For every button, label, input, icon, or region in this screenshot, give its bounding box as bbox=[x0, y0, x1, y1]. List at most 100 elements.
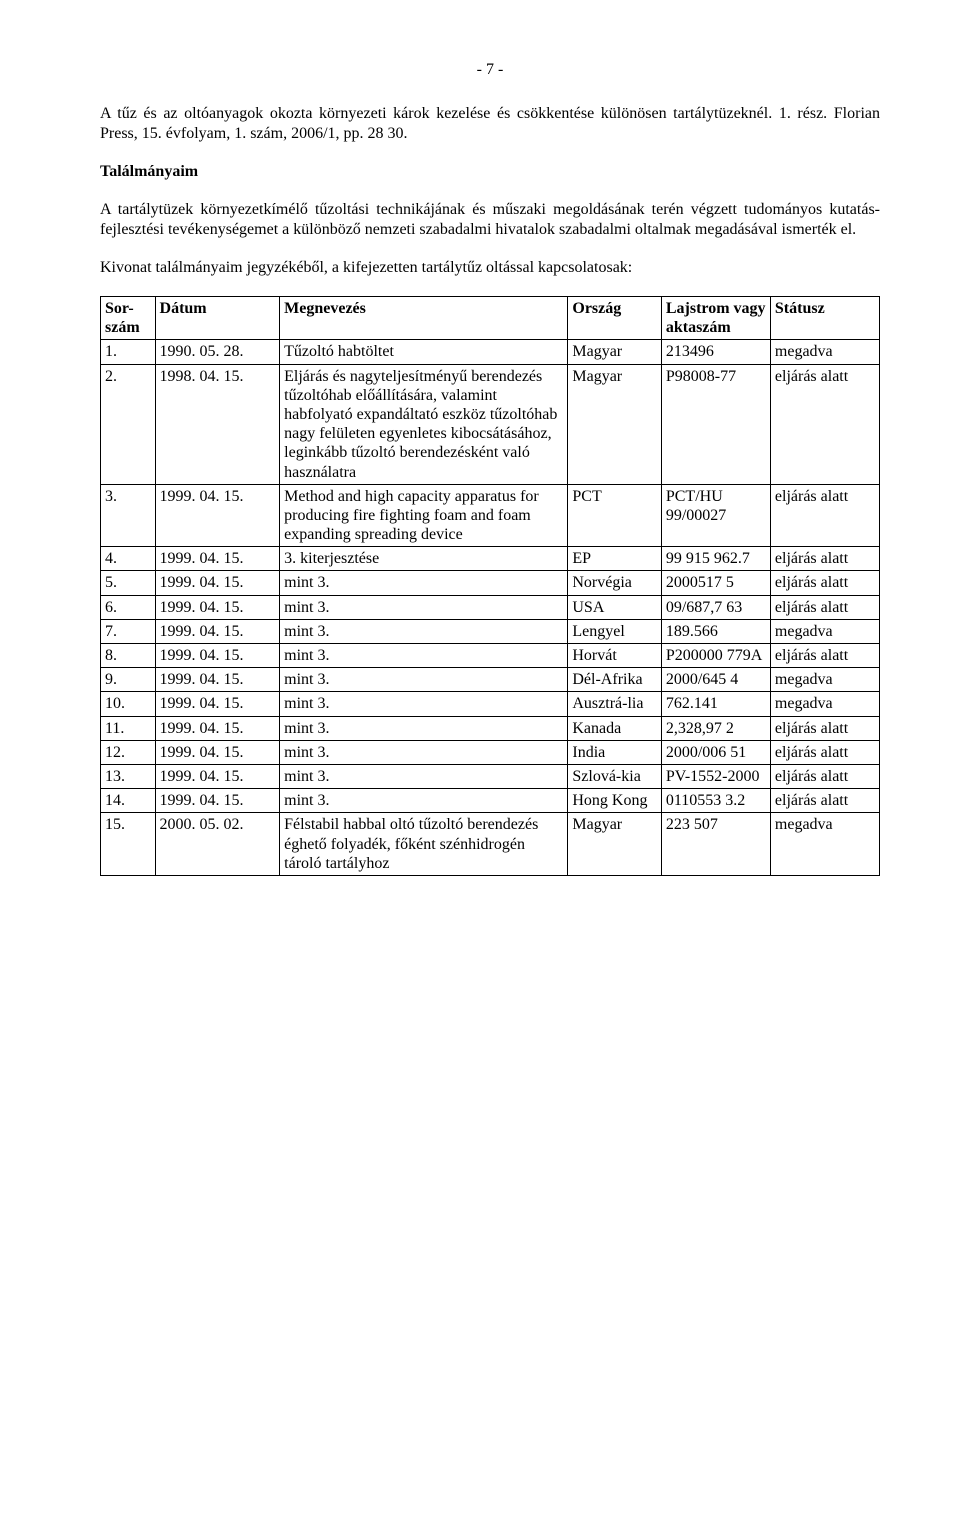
table-cell: 5. bbox=[101, 571, 156, 595]
table-cell: 1999. 04. 15. bbox=[155, 619, 280, 643]
table-cell: 09/687,7 63 bbox=[661, 595, 770, 619]
table-cell: 2,328,97 2 bbox=[661, 716, 770, 740]
section-heading: Találmányaim bbox=[100, 162, 880, 182]
paragraph-tableintro: Kivonat találmányaim jegyzékéből, a kife… bbox=[100, 258, 880, 278]
table-cell: Tűzoltó habtöltet bbox=[280, 340, 568, 364]
paragraph-citation: A tűz és az oltóanyagok okozta környezet… bbox=[100, 104, 880, 144]
table-cell: Félstabil habbal oltó tűzoltó berendezés… bbox=[280, 813, 568, 876]
table-row: 10.1999. 04. 15.mint 3.Ausztrá-lia762.14… bbox=[101, 692, 880, 716]
table-cell: megadva bbox=[770, 668, 879, 692]
table-row: 6.1999. 04. 15.mint 3.USA09/687,7 63eljá… bbox=[101, 595, 880, 619]
table-cell: 189.566 bbox=[661, 619, 770, 643]
table-cell: 99 915 962.7 bbox=[661, 547, 770, 571]
table-cell: Ausztrá-lia bbox=[568, 692, 661, 716]
table-row: 14.1999. 04. 15.mint 3.Hong Kong0110553 … bbox=[101, 789, 880, 813]
table-cell: Magyar bbox=[568, 813, 661, 876]
table-row: 13.1999. 04. 15.mint 3.Szlová-kiaPV-1552… bbox=[101, 764, 880, 788]
table-cell: India bbox=[568, 740, 661, 764]
table-row: 12.1999. 04. 15.mint 3.India2000/006 51e… bbox=[101, 740, 880, 764]
table-row: 11.1999. 04. 15.mint 3.Kanada2,328,97 2e… bbox=[101, 716, 880, 740]
table-row: 8.1999. 04. 15.mint 3.HorvátP200000 779A… bbox=[101, 644, 880, 668]
table-cell: Magyar bbox=[568, 364, 661, 484]
table-cell: 223 507 bbox=[661, 813, 770, 876]
table-cell: P98008-77 bbox=[661, 364, 770, 484]
table-cell: Hong Kong bbox=[568, 789, 661, 813]
table-cell: 1. bbox=[101, 340, 156, 364]
table-row: 7.1999. 04. 15.mint 3.Lengyel189.566mega… bbox=[101, 619, 880, 643]
table-cell: 1999. 04. 15. bbox=[155, 716, 280, 740]
table-cell: Dél-Afrika bbox=[568, 668, 661, 692]
table-cell: Kanada bbox=[568, 716, 661, 740]
table-cell: 213496 bbox=[661, 340, 770, 364]
table-cell: megadva bbox=[770, 619, 879, 643]
table-cell: 10. bbox=[101, 692, 156, 716]
table-cell: eljárás alatt bbox=[770, 716, 879, 740]
table-cell: mint 3. bbox=[280, 740, 568, 764]
table-cell: 11. bbox=[101, 716, 156, 740]
table-row: 2.1998. 04. 15.Eljárás és nagyteljesítmé… bbox=[101, 364, 880, 484]
table-cell: eljárás alatt bbox=[770, 740, 879, 764]
table-cell: PCT/HU 99/00027 bbox=[661, 484, 770, 547]
table-cell: 1999. 04. 15. bbox=[155, 668, 280, 692]
table-cell: 1999. 04. 15. bbox=[155, 740, 280, 764]
table-cell: 1999. 04. 15. bbox=[155, 789, 280, 813]
table-cell: Magyar bbox=[568, 340, 661, 364]
table-cell: mint 3. bbox=[280, 692, 568, 716]
table-cell: 2000/006 51 bbox=[661, 740, 770, 764]
table-cell: eljárás alatt bbox=[770, 789, 879, 813]
table-cell: megadva bbox=[770, 813, 879, 876]
table-cell: 1999. 04. 15. bbox=[155, 764, 280, 788]
table-row: 5.1999. 04. 15.mint 3.Norvégia2000517 5e… bbox=[101, 571, 880, 595]
table-cell: 6. bbox=[101, 595, 156, 619]
table-cell: eljárás alatt bbox=[770, 764, 879, 788]
table-cell: mint 3. bbox=[280, 668, 568, 692]
table-cell: mint 3. bbox=[280, 764, 568, 788]
table-cell: 1990. 05. 28. bbox=[155, 340, 280, 364]
table-cell: Eljárás és nagyteljesítményű berendezés … bbox=[280, 364, 568, 484]
page-number: - 7 - bbox=[100, 60, 880, 80]
table-cell: 12. bbox=[101, 740, 156, 764]
table-cell: eljárás alatt bbox=[770, 595, 879, 619]
table-cell: 1999. 04. 15. bbox=[155, 571, 280, 595]
table-cell: 1998. 04. 15. bbox=[155, 364, 280, 484]
table-cell: 7. bbox=[101, 619, 156, 643]
col-lajstrom: Lajstrom vagy aktaszám bbox=[661, 297, 770, 340]
table-cell: 1999. 04. 15. bbox=[155, 595, 280, 619]
col-sorszam: Sor-szám bbox=[101, 297, 156, 340]
col-megnevezes: Megnevezés bbox=[280, 297, 568, 340]
paragraph-intro: A tartálytüzek környezetkímélő tűzoltási… bbox=[100, 200, 880, 240]
table-cell: USA bbox=[568, 595, 661, 619]
table-cell: EP bbox=[568, 547, 661, 571]
table-row: 1.1990. 05. 28.Tűzoltó habtöltetMagyar21… bbox=[101, 340, 880, 364]
table-cell: mint 3. bbox=[280, 571, 568, 595]
col-datum: Dátum bbox=[155, 297, 280, 340]
col-orszag: Ország bbox=[568, 297, 661, 340]
table-cell: eljárás alatt bbox=[770, 644, 879, 668]
table-cell: 14. bbox=[101, 789, 156, 813]
table-cell: mint 3. bbox=[280, 789, 568, 813]
table-header-row: Sor-szám Dátum Megnevezés Ország Lajstro… bbox=[101, 297, 880, 340]
table-cell: eljárás alatt bbox=[770, 364, 879, 484]
col-statusz: Státusz bbox=[770, 297, 879, 340]
table-cell: 9. bbox=[101, 668, 156, 692]
table-cell: Horvát bbox=[568, 644, 661, 668]
table-cell: Lengyel bbox=[568, 619, 661, 643]
table-row: 3.1999. 04. 15.Method and high capacity … bbox=[101, 484, 880, 547]
table-cell: P200000 779A bbox=[661, 644, 770, 668]
table-cell: PCT bbox=[568, 484, 661, 547]
table-cell: 8. bbox=[101, 644, 156, 668]
table-cell: Szlová-kia bbox=[568, 764, 661, 788]
table-cell: 2000517 5 bbox=[661, 571, 770, 595]
table-cell: 1999. 04. 15. bbox=[155, 644, 280, 668]
table-cell: 1999. 04. 15. bbox=[155, 692, 280, 716]
table-cell: Norvégia bbox=[568, 571, 661, 595]
table-cell: 3. kiterjesztése bbox=[280, 547, 568, 571]
table-row: 4.1999. 04. 15.3. kiterjesztéseEP99 915 … bbox=[101, 547, 880, 571]
table-cell: eljárás alatt bbox=[770, 571, 879, 595]
table-cell: 2000/645 4 bbox=[661, 668, 770, 692]
table-cell: eljárás alatt bbox=[770, 547, 879, 571]
table-cell: 2000. 05. 02. bbox=[155, 813, 280, 876]
table-cell: PV-1552-2000 bbox=[661, 764, 770, 788]
table-cell: megadva bbox=[770, 692, 879, 716]
table-cell: eljárás alatt bbox=[770, 484, 879, 547]
